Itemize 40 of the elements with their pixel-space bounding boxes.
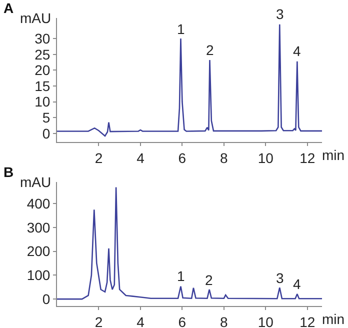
x-tick-label: 10 xyxy=(258,314,274,328)
annotation: 2 xyxy=(206,42,214,58)
y-axis-title: mAU xyxy=(20,10,52,26)
annotation: 3 xyxy=(276,6,284,22)
line-series xyxy=(57,24,322,137)
y-tick-label: 100 xyxy=(26,267,50,284)
x-tick-label: 12 xyxy=(300,314,316,328)
chart-title: B xyxy=(3,164,14,180)
x-tick-label: 4 xyxy=(136,150,145,166)
annotation: 4 xyxy=(293,276,301,292)
annotation: 3 xyxy=(276,270,284,286)
y-tick-label: 400 xyxy=(26,195,50,212)
chart-title: A xyxy=(3,0,14,16)
x-tick-label: 12 xyxy=(300,150,316,166)
x-axis-title: min xyxy=(322,147,345,163)
y-tick-label: 25 xyxy=(34,46,50,62)
x-tick-label: 2 xyxy=(94,150,103,166)
x-axis-title: min xyxy=(322,311,345,327)
y-tick-label: 200 xyxy=(26,243,50,260)
y-tick-label: 15 xyxy=(34,78,50,94)
y-tick-label: 300 xyxy=(26,219,50,236)
x-tick-label: 6 xyxy=(178,150,186,166)
annotation: 1 xyxy=(177,21,185,37)
annotation: 4 xyxy=(293,43,301,59)
x-tick-label: 10 xyxy=(258,150,274,166)
y-tick-label: 30 xyxy=(34,30,50,46)
line-series xyxy=(57,186,322,300)
y-tick-label: 20 xyxy=(34,62,50,78)
annotation: 1 xyxy=(177,268,185,284)
x-tick-label: 6 xyxy=(178,314,186,328)
x-tick-label: 8 xyxy=(220,150,228,166)
x-tick-label: 8 xyxy=(220,314,228,328)
annotation: 2 xyxy=(205,272,213,288)
x-tick-label: 4 xyxy=(136,314,145,328)
y-tick-label: 0 xyxy=(42,125,50,142)
y-tick-label: 0 xyxy=(42,290,50,307)
y-tick-label: 10 xyxy=(34,94,50,110)
y-tick-label: 5 xyxy=(42,110,50,126)
y-axis-title: mAU xyxy=(20,174,52,190)
x-tick-label: 2 xyxy=(94,314,103,328)
